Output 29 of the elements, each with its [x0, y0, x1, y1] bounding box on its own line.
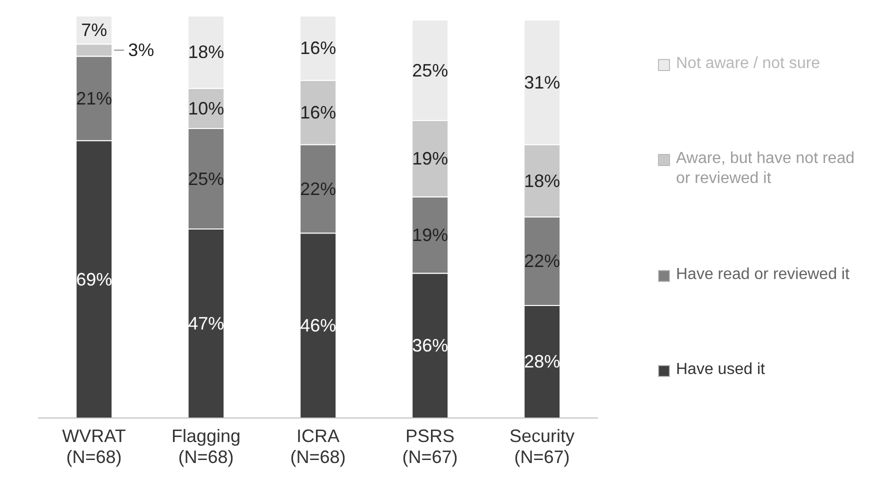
data-label: 22%: [524, 251, 560, 272]
legend-label: Aware, but have not read or reviewed it: [676, 149, 856, 190]
x-tick-label: PSRS (N=67): [402, 426, 458, 467]
data-label: 16%: [300, 102, 336, 122]
data-label: 46%: [300, 316, 336, 336]
data-label: 3%: [128, 40, 154, 60]
data-label: 22%: [300, 178, 336, 199]
data-label: 18%: [188, 42, 224, 62]
data-label: 16%: [300, 38, 336, 58]
data-label: 7%: [81, 20, 108, 40]
data-label: 47%: [188, 314, 224, 334]
data-label: 36%: [412, 336, 448, 356]
data-label: 18%: [524, 170, 560, 191]
x-tick-label: ICRA (N=68): [290, 426, 346, 467]
data-label: 69%: [76, 269, 112, 290]
data-label: 25%: [188, 168, 224, 189]
x-tick-label: WVRAT (N=68): [62, 426, 126, 467]
data-label: 31%: [524, 72, 560, 92]
data-label: 25%: [412, 60, 448, 80]
data-label: 19%: [412, 148, 448, 169]
data-label: 19%: [412, 225, 448, 246]
x-tick-label: Security (N=67): [509, 426, 575, 467]
legend-label: Have used it: [676, 360, 765, 380]
data-label: 10%: [188, 98, 224, 118]
x-tick-label: Flagging (N=68): [171, 426, 241, 467]
data-label: 21%: [76, 88, 112, 108]
legend-label: Have read or reviewed it: [676, 264, 850, 285]
legend-label: Not aware / not sure: [676, 54, 820, 74]
data-label: 28%: [524, 352, 560, 372]
